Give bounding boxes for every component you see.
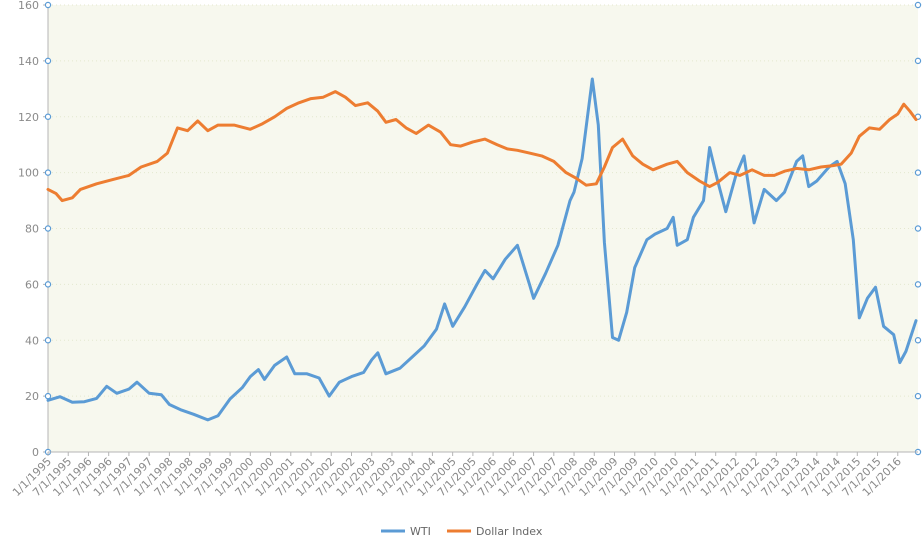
right-axis-marker <box>914 392 922 400</box>
y-axis: 0 20 40 60 80 100 120 140 160 <box>18 0 49 459</box>
series-line-dollar-index <box>46 90 918 203</box>
y-axis-marker <box>44 57 52 65</box>
series-layer <box>46 77 918 422</box>
right-axis-marker <box>914 281 922 288</box>
y-tick-label: 60 <box>25 278 39 291</box>
y-axis-marker <box>44 1 52 9</box>
right-axis-marker <box>914 1 922 9</box>
y-axis-marker <box>44 169 52 176</box>
y-tick-label: 160 <box>18 0 39 12</box>
y-tick-label: 80 <box>25 223 39 236</box>
right-axis-marker <box>914 337 922 344</box>
series-line-wti <box>46 77 918 422</box>
y-gridlines <box>48 4 918 397</box>
legend: WTI Dollar Index <box>381 525 543 538</box>
y-tick-label: 100 <box>18 167 39 180</box>
y-tick-label: 40 <box>25 334 39 347</box>
right-axis-marker <box>914 225 922 232</box>
y-tick-label: 120 <box>18 111 39 124</box>
x-axis: 1/1/19957/1/19951/1/19967/1/19961/1/1997… <box>10 451 918 499</box>
y-axis-marker <box>44 392 52 400</box>
y-axis-marker <box>44 113 52 120</box>
right-axis-marker <box>914 169 922 176</box>
right-axis-marker <box>914 57 922 65</box>
y-tick-label: 140 <box>18 55 39 68</box>
y-axis-marker <box>44 225 52 232</box>
y-axis-marker <box>44 337 52 344</box>
y-tick-label: 20 <box>25 390 39 403</box>
y-tick-label: 0 <box>32 446 39 459</box>
right-axis-markers <box>44 1 922 456</box>
y-axis-marker <box>44 281 52 288</box>
legend-label: Dollar Index <box>476 525 543 538</box>
legend-label: WTI <box>410 525 431 538</box>
plot-area <box>48 5 918 452</box>
